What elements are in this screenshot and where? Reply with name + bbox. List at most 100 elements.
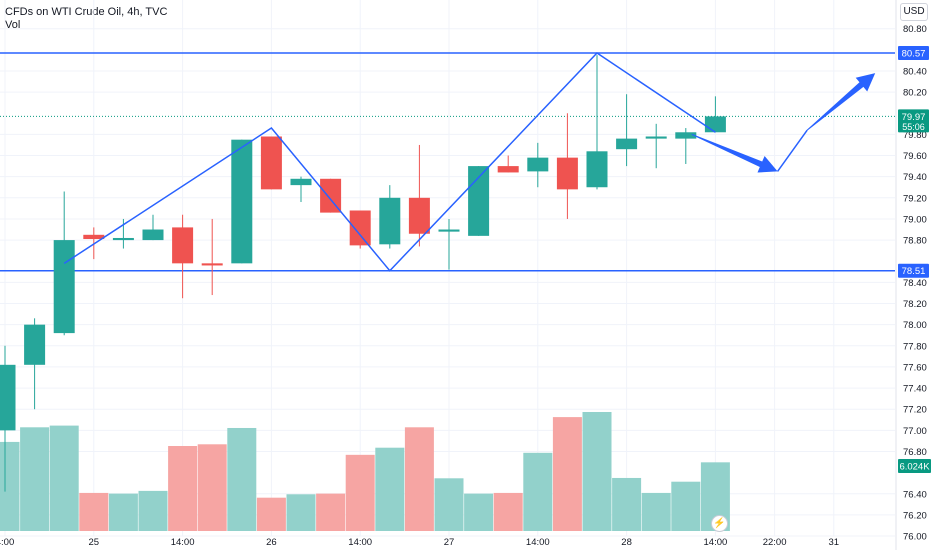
volume-bar	[197, 444, 227, 531]
grid-lines	[0, 0, 895, 537]
volume-bar	[79, 492, 109, 531]
candle-body	[231, 139, 253, 264]
candle	[379, 185, 401, 249]
candle	[112, 218, 134, 249]
candle-body	[616, 138, 638, 150]
volume-bar	[434, 478, 464, 531]
candle-body	[0, 364, 16, 431]
y-tick-label: 78.80	[903, 236, 927, 247]
candle	[556, 113, 578, 219]
last-price-badge	[898, 109, 929, 133]
volume-bar	[256, 497, 286, 531]
chart-legend: CFDs on WTI Crude Oil, 4h, TVC Vol	[5, 6, 167, 32]
candle-body	[645, 136, 667, 139]
candle	[527, 142, 549, 188]
candle	[231, 139, 253, 264]
candle-body	[260, 136, 282, 190]
candle	[497, 155, 519, 173]
candle-body	[24, 324, 46, 365]
volume-bar	[316, 493, 346, 531]
y-tick-label: 80.20	[903, 88, 927, 99]
x-tick-label: 4:00	[0, 537, 14, 548]
volume-bar	[612, 477, 642, 531]
y-tick-label: 78.00	[903, 320, 927, 331]
candle-body	[527, 157, 549, 172]
y-tick-label: 79.00	[903, 214, 927, 225]
candle-body	[408, 197, 430, 234]
volume-bar	[523, 452, 553, 531]
y-tick-label: 80.80	[903, 24, 927, 35]
y-tick-label: 79.80	[903, 130, 927, 141]
volume-bar	[582, 412, 612, 531]
x-tick-label: 14:00	[171, 537, 195, 548]
candle	[438, 218, 460, 270]
volume-bar	[464, 493, 494, 531]
y-tick-label: 77.60	[903, 362, 927, 373]
projection-arrow-up	[806, 73, 876, 131]
candle-body	[556, 157, 578, 190]
level-price-label: 78.51	[902, 266, 926, 277]
x-tick-label: 28	[621, 537, 632, 548]
bar-countdown-label: 55:06	[902, 122, 925, 132]
y-tick-label: 76.40	[903, 489, 927, 500]
volume-bar	[138, 490, 168, 531]
candle	[586, 55, 608, 190]
level-price-label: 80.57	[902, 49, 926, 60]
lightning-icon[interactable]: ⚡	[711, 515, 728, 532]
candle	[645, 123, 667, 169]
y-tick-label: 77.00	[903, 426, 927, 437]
candle	[172, 214, 194, 299]
candle	[616, 94, 638, 167]
candle-body	[112, 237, 134, 241]
candle-body	[379, 197, 401, 245]
volume-bar	[20, 427, 50, 531]
volume-bar	[671, 481, 701, 531]
candle	[260, 136, 282, 190]
y-tick-label: 77.20	[903, 405, 927, 416]
x-tick-label: 31	[829, 537, 840, 548]
x-tick-label: 25	[89, 537, 100, 548]
projection-arrow-down	[691, 133, 778, 173]
candle-body	[172, 227, 194, 264]
y-tick-label: 76.00	[903, 532, 927, 543]
volume-bar	[404, 427, 434, 531]
x-tick-label: 14:00	[526, 537, 550, 548]
y-tick-label: 79.20	[903, 193, 927, 204]
level-price-badge	[898, 46, 929, 60]
volume-bar	[0, 441, 20, 531]
candle-body	[53, 240, 75, 334]
currency-button[interactable]: USD	[900, 3, 928, 21]
y-tick-label: 78.20	[903, 299, 927, 310]
candle-body	[201, 263, 223, 266]
volume-legend-label: Vol	[5, 19, 21, 31]
volume-bar	[552, 417, 582, 531]
y-tick-label: 80.40	[903, 66, 927, 77]
candle	[142, 214, 164, 241]
x-tick-label: 27	[444, 537, 455, 548]
y-tick-label: 79.40	[903, 172, 927, 183]
volume-bar	[286, 494, 316, 531]
volume-bar	[345, 454, 375, 531]
candle-body	[497, 166, 519, 173]
symbol-title: CFDs on WTI Crude Oil, 4h, TVC	[5, 6, 168, 18]
candle	[320, 178, 342, 213]
x-tick-label: 14:00	[704, 537, 728, 548]
volume-bar	[375, 447, 405, 531]
x-tick-label: 26	[266, 537, 277, 548]
volume-bar	[168, 446, 198, 531]
y-tick-label: 76.80	[903, 447, 927, 458]
candle	[675, 128, 697, 164]
candle	[349, 210, 371, 249]
candle-body	[586, 151, 608, 188]
candle-body	[704, 116, 726, 133]
candle-body	[349, 210, 371, 246]
y-tick-label: 79.60	[903, 151, 927, 162]
volume-badge	[898, 459, 931, 473]
pattern-line	[63, 52, 716, 272]
x-tick-label: 14:00	[348, 537, 372, 548]
candle	[0, 345, 16, 492]
candle	[201, 218, 223, 296]
candle	[24, 318, 46, 410]
